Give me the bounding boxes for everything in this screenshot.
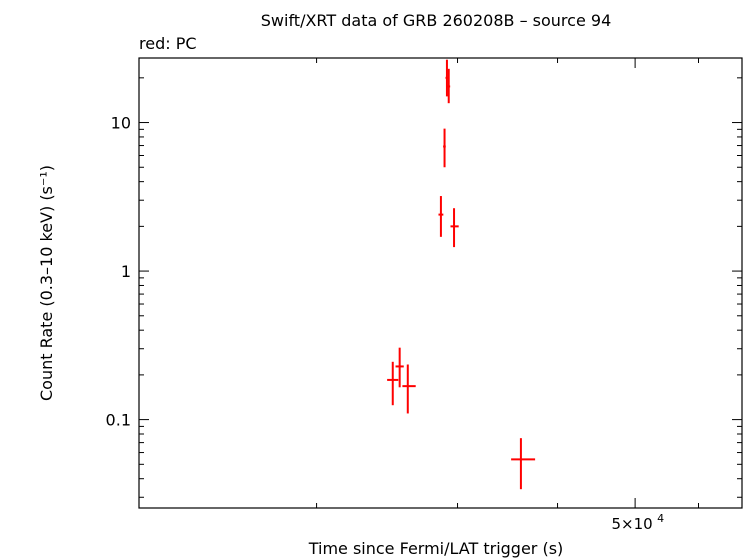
- data-points: [387, 59, 536, 490]
- chart-title: Swift/XRT data of GRB 260208B – source 9…: [261, 11, 612, 30]
- chart-subtitle: red: PC: [139, 34, 197, 53]
- axis-tick-labels: 0.1 1 10 5×10 4: [106, 114, 665, 533]
- x-axis-label: Time since Fermi/LAT trigger (s): [308, 539, 564, 558]
- data-point: [438, 196, 444, 237]
- y-axis-label: Count Rate (0.3–10 keV) (s⁻¹): [37, 165, 56, 401]
- data-point: [395, 347, 404, 388]
- data-point: [447, 68, 451, 104]
- data-point: [511, 438, 536, 490]
- y-tick-label: 10: [111, 114, 131, 133]
- axis-ticks: [139, 58, 742, 508]
- y-tick-label: 0.1: [106, 411, 131, 430]
- x-tick-label: 5×10: [612, 515, 653, 533]
- data-point: [387, 361, 399, 406]
- data-point: [402, 364, 416, 414]
- x-tick-label-exponent: 4: [657, 512, 664, 525]
- data-point: [443, 128, 446, 168]
- plot-frame: [138, 57, 743, 509]
- data-point: [450, 208, 459, 248]
- y-tick-label: 1: [121, 262, 131, 281]
